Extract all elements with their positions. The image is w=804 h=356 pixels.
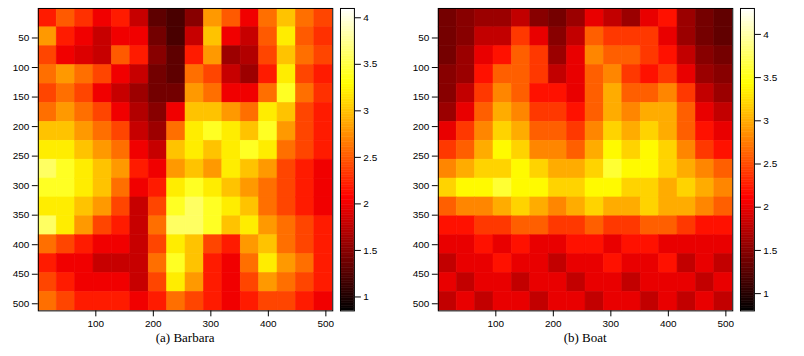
svg-text:1.5: 1.5: [764, 245, 778, 256]
svg-text:500: 500: [718, 318, 735, 329]
svg-text:100: 100: [488, 318, 505, 329]
html-text:(a) Barbara: (a) Barbara: [155, 330, 215, 346]
svg-text:350: 350: [13, 209, 30, 220]
svg-text:200: 200: [545, 318, 562, 329]
svg-text:50: 50: [418, 32, 430, 43]
svg-text:200: 200: [413, 121, 430, 132]
svg-text:1.5: 1.5: [364, 245, 378, 256]
svg-text:200: 200: [13, 121, 30, 132]
svg-text:300: 300: [203, 318, 220, 329]
svg-text:4: 4: [764, 29, 770, 40]
svg-text:300: 300: [603, 318, 620, 329]
svg-text:2.5: 2.5: [364, 152, 378, 163]
svg-text:300: 300: [413, 180, 430, 191]
svg-text:350: 350: [413, 209, 430, 220]
svg-text:4: 4: [364, 12, 370, 23]
svg-text:250: 250: [13, 150, 30, 161]
svg-text:100: 100: [413, 62, 430, 73]
svg-text:400: 400: [660, 318, 677, 329]
svg-text:400: 400: [13, 239, 30, 250]
svg-text:400: 400: [413, 239, 430, 250]
svg-text:100: 100: [88, 318, 105, 329]
svg-text:3: 3: [764, 115, 770, 126]
svg-text:1: 1: [364, 291, 370, 302]
svg-text:2.5: 2.5: [764, 158, 778, 169]
svg-text:200: 200: [145, 318, 162, 329]
svg-text:500: 500: [13, 298, 30, 309]
svg-text:3: 3: [364, 105, 370, 116]
svg-text:3.5: 3.5: [764, 72, 778, 83]
svg-text:400: 400: [260, 318, 277, 329]
svg-text:3.5: 3.5: [364, 58, 378, 69]
svg-text:150: 150: [413, 91, 430, 102]
svg-text:500: 500: [318, 318, 335, 329]
svg-text:2: 2: [764, 201, 770, 212]
svg-text:500: 500: [413, 298, 430, 309]
html-text:(b) Boat: (b) Boat: [563, 330, 607, 346]
svg-text:50: 50: [18, 32, 30, 43]
svg-text:2: 2: [364, 198, 370, 209]
svg-text:250: 250: [413, 150, 430, 161]
svg-text:450: 450: [413, 268, 430, 279]
svg-text:1: 1: [764, 288, 770, 299]
svg-text:100: 100: [13, 62, 30, 73]
svg-text:450: 450: [13, 268, 30, 279]
svg-text:300: 300: [13, 180, 30, 191]
svg-text:150: 150: [13, 91, 30, 102]
